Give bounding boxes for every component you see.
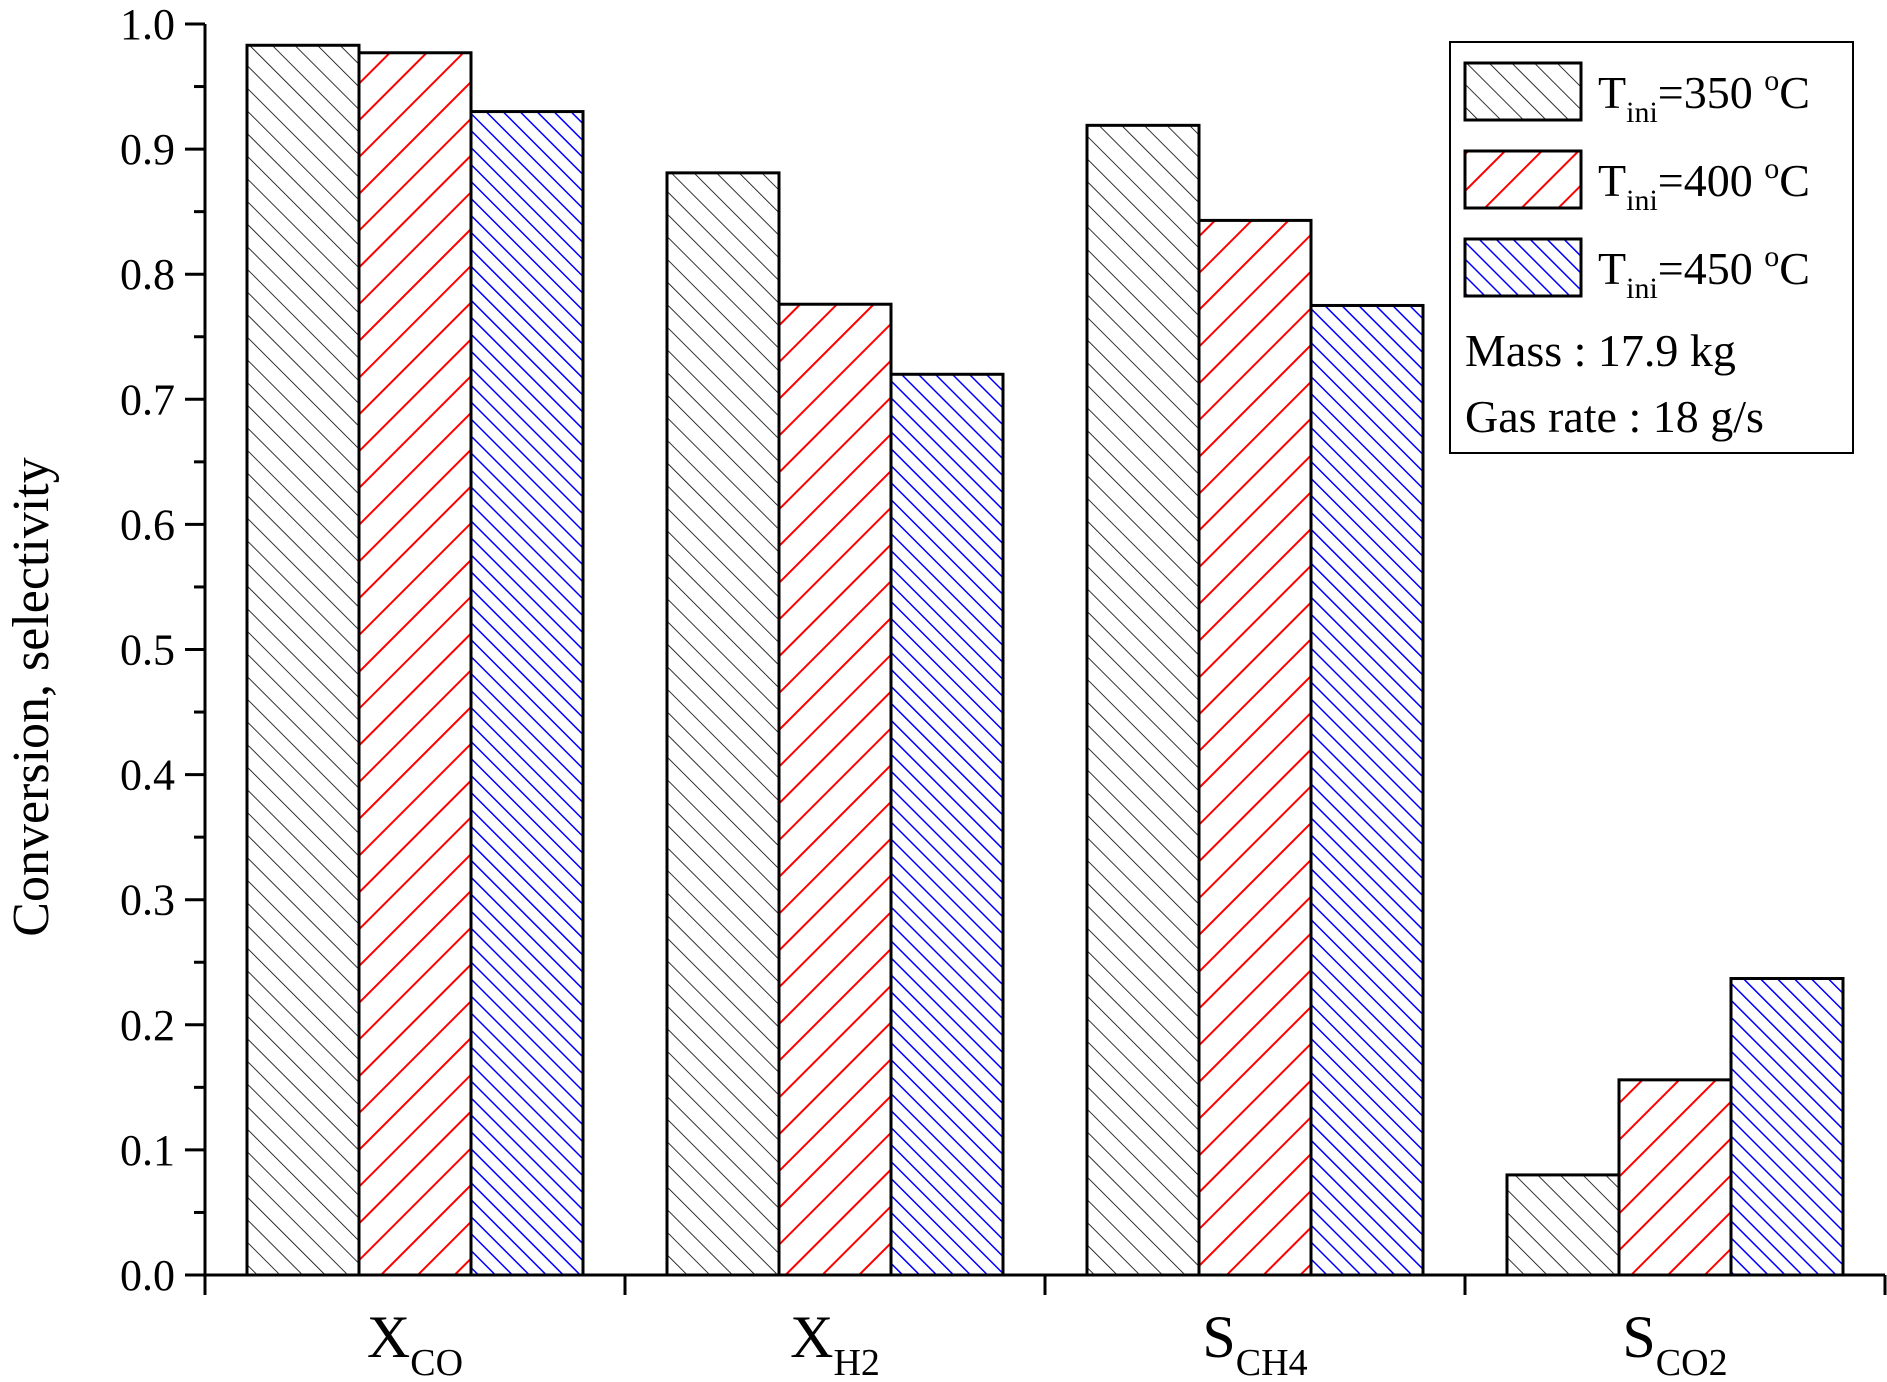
legend-label-series-2: Tini=450 oC xyxy=(1598,240,1810,305)
legend-swatch-series-1 xyxy=(1463,149,1583,210)
y-axis-title: Conversion, selectivity xyxy=(3,457,60,936)
x-tick-label: SCO2 xyxy=(1622,1304,1727,1382)
y-tick-label: 0.4 xyxy=(120,751,175,800)
bar-sch4-series-2 xyxy=(1309,303,1425,1277)
legend-label-series-0: Tini=350 oC xyxy=(1598,64,1810,129)
legend: Tini=350 oC Tini=400 oC Tini=450 oC Mass : … xyxy=(1449,41,1854,454)
legend-swatch-series-0 xyxy=(1463,61,1583,122)
bar-sch4-series-0 xyxy=(1085,123,1201,1277)
y-tick-label: 1.0 xyxy=(120,0,175,49)
y-tick-label: 0.2 xyxy=(120,1001,175,1050)
bar-sco2-series-1 xyxy=(1617,1078,1733,1277)
x-tick-label: SCH4 xyxy=(1202,1304,1307,1382)
y-tick-label: 0.6 xyxy=(120,500,175,549)
legend-annotation: Mass : 17.9 kg xyxy=(1465,325,1736,376)
bar-xco-series-1 xyxy=(357,51,473,1277)
legend-swatch-series-2 xyxy=(1463,237,1583,298)
bar-xh2-series-2 xyxy=(889,372,1005,1277)
y-tick-label: 0.3 xyxy=(120,876,175,925)
bar-xh2-series-1 xyxy=(777,302,893,1277)
x-tick-label: XCO xyxy=(367,1304,463,1382)
y-tick-label: 0.9 xyxy=(120,125,175,174)
bar-sch4-series-1 xyxy=(1197,218,1313,1277)
legend-annotation: Gas rate : 18 g/s xyxy=(1465,391,1764,442)
y-tick-label: 0.7 xyxy=(120,375,175,424)
bars-group xyxy=(245,43,1845,1277)
y-tick-label: 0.1 xyxy=(120,1126,175,1175)
bar-sco2-series-2 xyxy=(1729,977,1845,1277)
y-tick-label: 0.0 xyxy=(120,1251,175,1300)
bar-xco-series-0 xyxy=(245,43,361,1277)
x-ticks-group: XCO XH2 SCH4 SCO2 xyxy=(203,1275,1887,1382)
bar-xh2-series-0 xyxy=(665,171,781,1277)
y-tick-label: 0.5 xyxy=(120,626,175,675)
bar-sco2-series-0 xyxy=(1505,1173,1621,1277)
y-tick-label: 0.8 xyxy=(120,250,175,299)
y-ticks-group: 0.0 0.1 0.2 0.3 0.4 0.5 0.6 0.7 0.8 0.9 1.0 xyxy=(120,0,205,1300)
legend-label-series-1: Tini=400 oC xyxy=(1598,152,1810,217)
bar-xco-series-2 xyxy=(469,110,585,1277)
x-tick-label: XH2 xyxy=(790,1304,880,1382)
